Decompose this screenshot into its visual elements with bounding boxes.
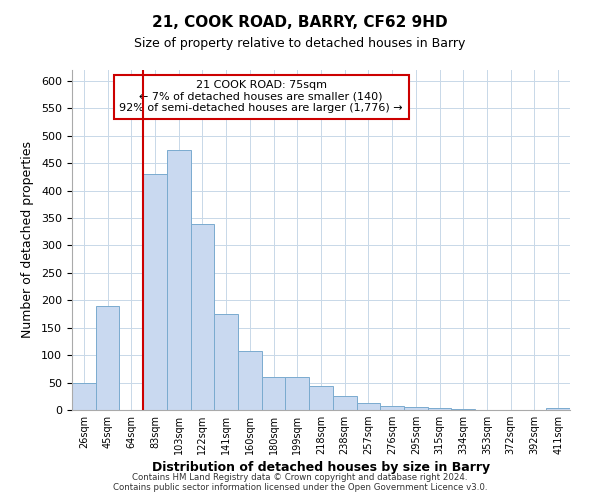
Bar [356, 403, 380, 410]
Bar [286, 377, 309, 410]
Bar [96, 306, 119, 410]
Bar [262, 377, 286, 410]
Bar [546, 408, 570, 410]
Text: Contains HM Land Registry data © Crown copyright and database right 2024.
Contai: Contains HM Land Registry data © Crown c… [113, 473, 487, 492]
Bar [214, 314, 238, 410]
Bar [333, 396, 356, 410]
Bar [143, 174, 167, 410]
Bar [191, 224, 214, 410]
Bar [404, 408, 428, 410]
X-axis label: Distribution of detached houses by size in Barry: Distribution of detached houses by size … [152, 462, 490, 474]
Y-axis label: Number of detached properties: Number of detached properties [21, 142, 34, 338]
Bar [72, 382, 96, 410]
Text: 21, COOK ROAD, BARRY, CF62 9HD: 21, COOK ROAD, BARRY, CF62 9HD [152, 15, 448, 30]
Bar [309, 386, 333, 410]
Bar [380, 406, 404, 410]
Bar [167, 150, 191, 410]
Bar [428, 408, 451, 410]
Bar [238, 351, 262, 410]
Text: Size of property relative to detached houses in Barry: Size of property relative to detached ho… [134, 38, 466, 51]
Text: 21 COOK ROAD: 75sqm
← 7% of detached houses are smaller (140)
92% of semi-detach: 21 COOK ROAD: 75sqm ← 7% of detached hou… [119, 80, 403, 114]
